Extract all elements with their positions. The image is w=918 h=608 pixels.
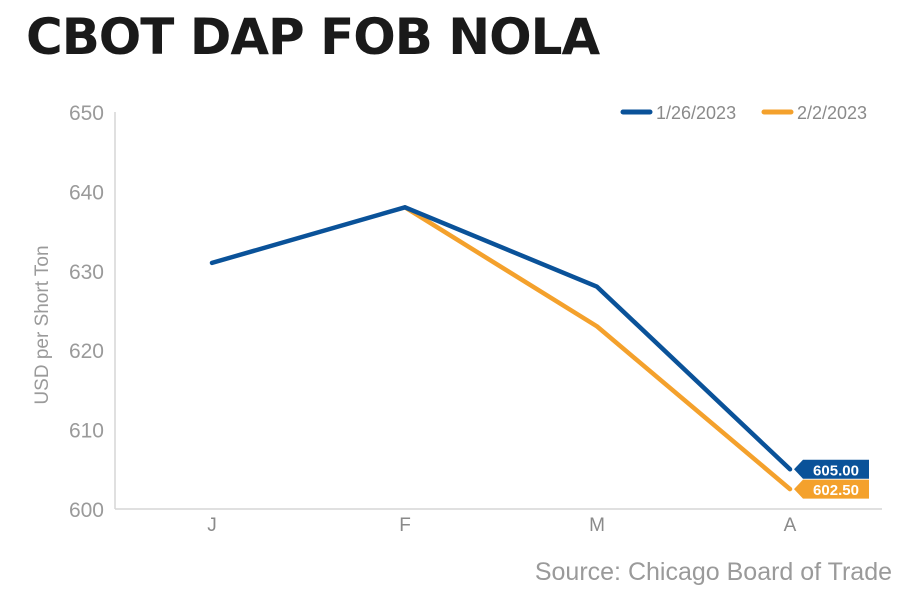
x-tick-label: J: [207, 515, 217, 536]
x-tick-label: A: [784, 515, 797, 536]
y-axis-title: USD per Short Ton: [32, 245, 53, 404]
y-tick-labels: 600 610 620 630 640 650: [69, 102, 104, 522]
source-note: Source: Chicago Board of Trade: [534, 558, 892, 586]
legend-label: 1/26/2023: [656, 103, 736, 123]
y-tick-label: 610: [69, 420, 104, 443]
end-value-tag: [794, 459, 869, 479]
series-line: [209, 205, 793, 472]
x-tick-label: F: [399, 515, 411, 536]
legend: 1/26/2023 2/2/2023: [620, 103, 867, 123]
y-tick-label: 620: [69, 340, 104, 363]
y-tick-label: 650: [69, 102, 104, 125]
end-value-label: 605.00: [813, 462, 859, 479]
end-value-labels: 605.00 602.50: [794, 459, 869, 499]
y-tick-label: 630: [69, 261, 104, 284]
chart-title: CBOT DAP FOB NOLA: [26, 8, 600, 66]
y-tick-label: 640: [69, 181, 104, 204]
y-tick-label: 600: [69, 499, 104, 522]
series-line: [402, 205, 793, 492]
end-value-tag: [794, 479, 869, 499]
end-value-label: 602.50: [813, 482, 859, 499]
legend-label: 2/2/2023: [797, 103, 867, 123]
series-lines: [209, 205, 793, 492]
x-tick-label: M: [589, 515, 605, 536]
